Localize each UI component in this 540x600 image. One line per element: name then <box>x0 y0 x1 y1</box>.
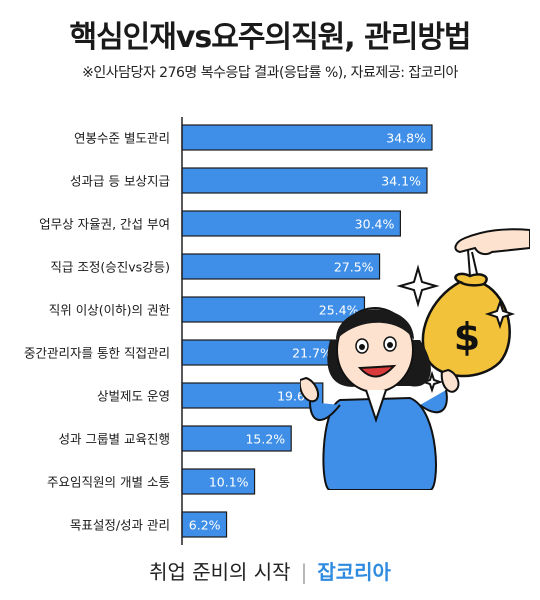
bar <box>181 468 256 495</box>
svg-text:$: $ <box>454 315 480 359</box>
category-label: 직위 이상(이하)의 권한 <box>49 303 171 318</box>
bar <box>181 124 433 151</box>
value-label: 10.1% <box>209 475 249 490</box>
bar <box>181 339 339 366</box>
bar <box>181 425 292 452</box>
category-label: 상벌제도 운영 <box>97 389 170 404</box>
hand-icon <box>454 228 530 256</box>
footer: 취업 준비의 시작 | 잡코리아 <box>0 556 540 585</box>
value-label: 34.8% <box>386 131 426 146</box>
value-label: 27.5% <box>334 260 374 275</box>
value-label: 25.4% <box>319 303 359 318</box>
value-label: 34.1% <box>381 174 421 189</box>
woman-figure <box>300 307 460 490</box>
footer-brand: 잡코리아 <box>317 560 391 584</box>
sparkle-icon <box>396 264 440 308</box>
value-label: 15.2% <box>245 432 285 447</box>
footer-tagline: 취업 준비의 시작 <box>149 560 291 584</box>
category-label: 직급 조정(승진vs강등) <box>50 260 170 275</box>
category-label: 성과급 등 보상지급 <box>70 174 170 189</box>
value-label: 30.4% <box>355 217 395 232</box>
category-label: 목표설정/성과 관리 <box>70 518 170 533</box>
sparkle-icon <box>420 370 444 394</box>
chart-subtitle: ※인사담당자 276명 복수응답 결과(응답률 %), 자료제공: 잡코리아 <box>82 65 458 81</box>
value-label: 21.7% <box>292 346 332 361</box>
category-label: 업무상 자율권, 간섭 부여 <box>39 217 170 232</box>
sparkle-icon <box>484 298 516 330</box>
category-label: 성과 그룹별 교육진행 <box>59 432 170 447</box>
footer-separator: | <box>300 560 308 584</box>
businesswoman-money-illustration: $ <box>300 228 530 490</box>
category-label: 중간관리자를 통한 직접관리 <box>24 346 170 361</box>
bar <box>181 253 381 280</box>
chart-title: 핵심인재vs요주의직원, 관리방법 <box>69 20 471 55</box>
category-label: 주요임직원의 개별 소통 <box>47 475 170 490</box>
money-bag-icon: $ <box>421 272 511 378</box>
bar <box>181 167 428 194</box>
category-label: 연봉수준 별도관리 <box>74 131 170 146</box>
value-label: 6.2% <box>189 518 221 533</box>
